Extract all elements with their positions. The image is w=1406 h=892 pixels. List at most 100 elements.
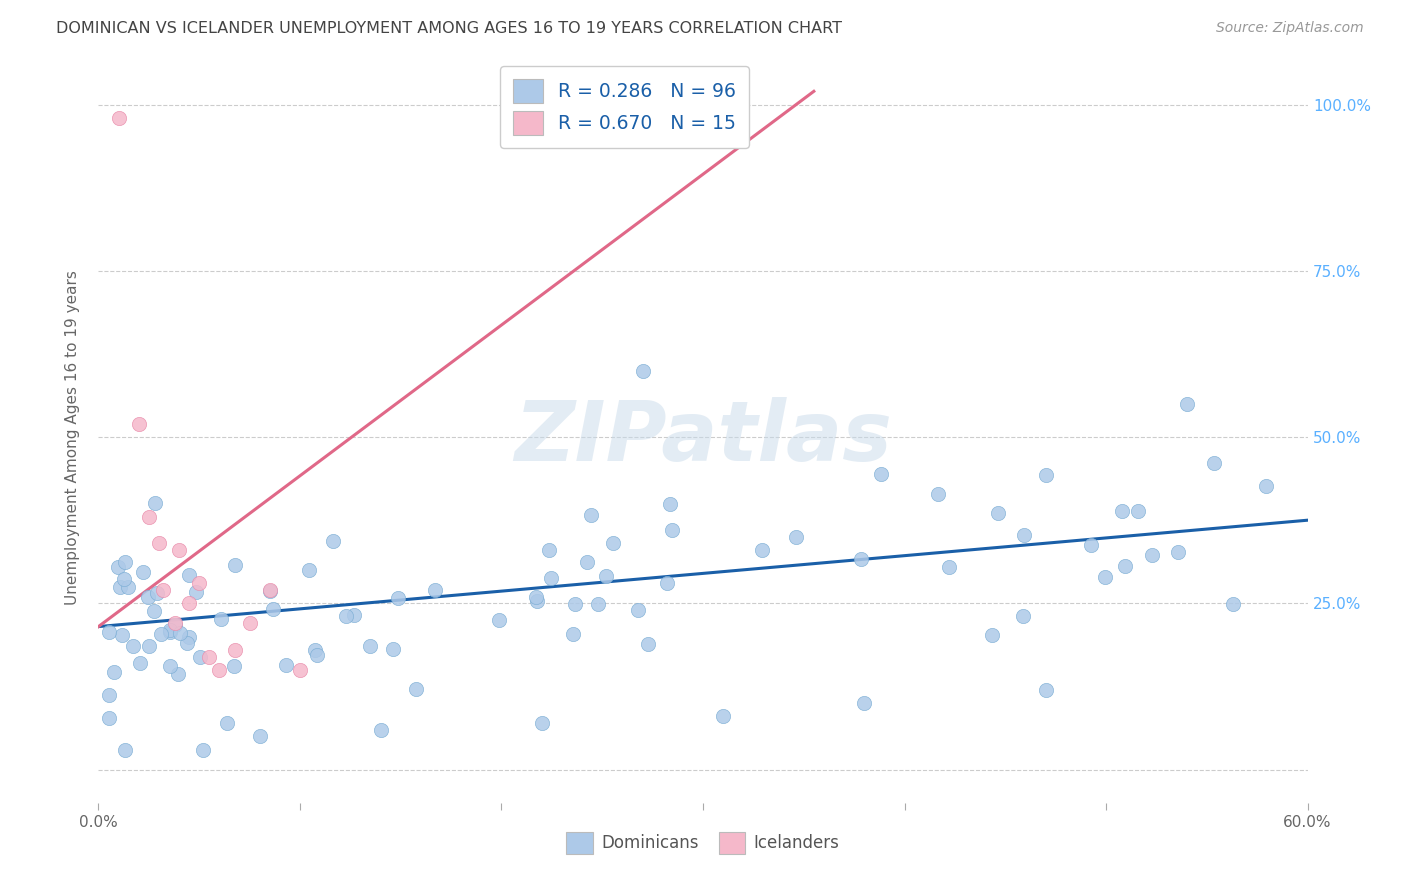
Point	[1114, 559, 1136, 574]
Point	[1222, 597, 1244, 611]
Text: ZIPatlas: ZIPatlas	[515, 397, 891, 477]
Point	[198, 649, 221, 664]
Legend: Dominicans, Icelanders: Dominicans, Icelanders	[560, 826, 846, 860]
Point	[188, 576, 211, 591]
Point	[208, 663, 231, 677]
Point	[224, 643, 246, 657]
Point	[586, 597, 609, 611]
Point	[637, 637, 659, 651]
Point	[980, 628, 1002, 642]
Point	[575, 555, 598, 569]
Point	[114, 555, 136, 569]
Point	[98, 625, 121, 640]
Point	[657, 575, 679, 590]
Point	[1011, 608, 1033, 623]
Point	[785, 530, 807, 544]
Point	[579, 508, 602, 522]
Point	[540, 570, 562, 584]
Point	[530, 716, 553, 731]
Point	[259, 582, 281, 597]
Point	[111, 628, 134, 642]
Point	[1140, 548, 1163, 562]
Point	[405, 682, 427, 697]
Point	[128, 417, 150, 431]
Point	[209, 612, 232, 626]
Point	[1094, 570, 1116, 584]
Point	[98, 688, 121, 702]
Point	[215, 715, 238, 730]
Point	[179, 596, 201, 610]
Point	[869, 467, 891, 482]
Point	[97, 711, 120, 725]
Point	[1254, 479, 1277, 493]
Point	[564, 598, 586, 612]
Point	[627, 602, 650, 616]
Point	[152, 582, 174, 597]
Point	[526, 594, 548, 608]
Point	[387, 591, 409, 605]
Point	[297, 563, 319, 577]
Point	[1167, 545, 1189, 559]
Point	[169, 625, 191, 640]
Point	[561, 627, 583, 641]
Point	[425, 582, 447, 597]
Point	[107, 111, 129, 125]
Point	[658, 497, 681, 511]
Point	[343, 607, 366, 622]
Point	[1012, 528, 1035, 542]
Point	[112, 572, 135, 586]
Point	[1035, 468, 1057, 483]
Point	[150, 627, 173, 641]
Point	[488, 613, 510, 627]
Point	[138, 640, 160, 654]
Point	[107, 560, 129, 574]
Point	[595, 569, 617, 583]
Point	[304, 643, 326, 657]
Point	[927, 487, 949, 501]
Point	[117, 580, 139, 594]
Text: DOMINICAN VS ICELANDER UNEMPLOYMENT AMONG AGES 16 TO 19 YEARS CORRELATION CHART: DOMINICAN VS ICELANDER UNEMPLOYMENT AMON…	[56, 21, 842, 37]
Point	[259, 584, 281, 599]
Point	[1175, 397, 1198, 411]
Point	[167, 543, 190, 558]
Point	[938, 560, 960, 574]
Point	[103, 665, 125, 679]
Point	[661, 523, 683, 537]
Point	[222, 658, 245, 673]
Point	[1204, 456, 1226, 470]
Point	[711, 709, 734, 723]
Point	[987, 506, 1010, 520]
Point	[148, 536, 170, 550]
Point	[165, 618, 187, 632]
Point	[224, 558, 246, 573]
Text: Source: ZipAtlas.com: Source: ZipAtlas.com	[1216, 21, 1364, 36]
Point	[190, 649, 212, 664]
Point	[335, 608, 357, 623]
Point	[159, 659, 181, 673]
Point	[249, 729, 271, 743]
Point	[122, 639, 145, 653]
Point	[128, 656, 150, 670]
Point	[849, 551, 872, 566]
Point	[631, 363, 654, 377]
Point	[177, 568, 200, 582]
Point	[143, 496, 166, 510]
Point	[524, 591, 547, 605]
Point	[159, 624, 181, 639]
Point	[108, 580, 131, 594]
Point	[145, 585, 167, 599]
Point	[132, 565, 155, 579]
Point	[322, 534, 344, 549]
Point	[166, 666, 188, 681]
Point	[751, 543, 773, 558]
Point	[239, 616, 262, 631]
Point	[191, 742, 214, 756]
Point	[184, 584, 207, 599]
Point	[142, 604, 165, 618]
Point	[602, 536, 624, 550]
Point	[159, 623, 181, 637]
Point	[359, 639, 381, 653]
Point	[370, 723, 392, 737]
Point	[1111, 503, 1133, 517]
Point	[274, 657, 297, 672]
